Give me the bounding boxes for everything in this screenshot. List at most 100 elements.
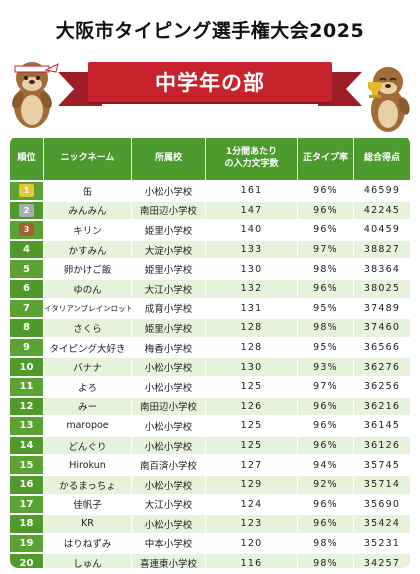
school-cell: 大淀小学校 — [132, 240, 206, 259]
nickname-cell: イタリアンブレインロット — [44, 299, 132, 318]
otter-mascot-icon — [12, 62, 59, 128]
accuracy-cell: 95% — [298, 299, 354, 318]
accuracy-cell: 96% — [298, 495, 354, 514]
rank-cell: 11 — [10, 377, 44, 396]
table-row: 1 缶小松小学校 161 96% 46599 — [10, 182, 410, 200]
accuracy-cell: 97% — [298, 240, 354, 259]
score-cell: 35745 — [354, 456, 410, 474]
score-cell: 35714 — [354, 475, 410, 494]
column-header-rank: 順位 — [10, 138, 44, 180]
cpm-cell: 124 — [206, 495, 298, 514]
accuracy-cell: 96% — [298, 436, 354, 455]
nickname-cell: バナナ — [44, 358, 132, 376]
table-row: 15 Hirokun 南百済小学校 127 94% 35745 — [10, 456, 410, 474]
table-row: 12 みー 南田辺小学校 126 96% 36216 — [10, 397, 410, 416]
accuracy-cell: 96% — [298, 417, 354, 435]
rank-cell: 19 — [10, 534, 44, 553]
table-row: 4 かすみん 大淀小学校 133 97% 38827 — [10, 240, 410, 259]
school-cell: 姫里小学校 — [132, 319, 206, 337]
table-row: 18 KR 小松小学校 123 96% 35424 — [10, 515, 410, 533]
school-cell: 小松小学校 — [132, 377, 206, 396]
score-cell: 35690 — [354, 495, 410, 514]
accuracy-cell: 96% — [298, 182, 354, 200]
nickname-cell: かすみん — [44, 240, 132, 259]
bronze-medal-icon: 3 — [19, 223, 34, 237]
rank-cell: 3 — [10, 221, 44, 239]
nickname-cell: みー — [44, 397, 132, 416]
rank-cell: 15 — [10, 456, 44, 474]
cpm-cell: 116 — [206, 554, 298, 568]
table-row: 11 よろ 小松小学校 125 97% 36256 — [10, 377, 410, 396]
gold-medal-icon: 1 — [19, 184, 34, 198]
cpm-cell: 147 — [206, 201, 298, 220]
column-header-score: 総合得点 — [354, 138, 410, 180]
cpm-cell: 129 — [206, 475, 298, 494]
score-cell: 37489 — [354, 299, 410, 318]
page-title: 大阪市タイピング選手権大会2025 — [55, 20, 365, 42]
rank-cell: 17 — [10, 495, 44, 514]
table-row: 16 かるまっちょ 小松小学校 129 92% 35714 — [10, 475, 410, 494]
rank-cell: 10 — [10, 358, 44, 376]
cpm-cell: 161 — [206, 182, 298, 200]
accuracy-cell: 93% — [298, 358, 354, 376]
rank-cell: 12 — [10, 397, 44, 416]
score-cell: 36145 — [354, 417, 410, 435]
table-row: 3 キリン 姫里小学校 140 96% 40459 — [10, 221, 410, 239]
cpm-cell: 128 — [206, 319, 298, 337]
score-cell: 36126 — [354, 436, 410, 455]
score-cell: 38827 — [354, 240, 410, 259]
table-row: 6 ゆのん 大江小学校 132 96% 38025 — [10, 279, 410, 298]
nickname-cell: KR — [44, 515, 132, 533]
table-row: 10 バナナ 小松小学校 130 93% 36276 — [10, 358, 410, 376]
table-row: 19 はりねずみ 中本小学校 120 98% 35231 — [10, 534, 410, 553]
table-row: 5 卵かけご飯 姫里小学校 130 98% 38364 — [10, 260, 410, 278]
cpm-cell: 127 — [206, 456, 298, 474]
nickname-cell: ゆのん — [44, 279, 132, 298]
score-cell: 38025 — [354, 279, 410, 298]
nickname-cell: maropoe — [44, 417, 132, 435]
table-row: 20 しゅん 喜連東小学校 116 98% 34257 — [10, 554, 410, 568]
cpm-cell: 125 — [206, 377, 298, 396]
cpm-cell: 125 — [206, 417, 298, 435]
school-cell: 喜連東小学校 — [132, 554, 206, 568]
column-header-cpm-text: 1分間あたりの入力文字数 — [224, 147, 279, 169]
accuracy-cell: 98% — [298, 534, 354, 553]
school-cell: 南田辺小学校 — [132, 201, 206, 220]
column-header-school: 所属校 — [132, 138, 206, 180]
accuracy-cell: 94% — [298, 456, 354, 474]
nickname-cell: しゅん — [44, 554, 132, 568]
score-cell: 36216 — [354, 397, 410, 416]
table-row: 7 イタリアンブレインロット 成育小学校 131 95% 37489 — [10, 299, 410, 318]
nickname-cell: Hirokun — [44, 456, 132, 474]
accuracy-cell: 96% — [298, 515, 354, 533]
school-cell: 中本小学校 — [132, 534, 206, 553]
nickname-cell: みんみん — [44, 201, 132, 220]
cpm-cell: 131 — [206, 299, 298, 318]
cpm-cell: 128 — [206, 338, 298, 357]
cpm-cell: 130 — [206, 260, 298, 278]
nickname-cell: タイピング大好き — [44, 338, 132, 357]
nickname-cell: さくら — [44, 319, 132, 337]
rank-cell: 13 — [10, 417, 44, 435]
cpm-cell: 130 — [206, 358, 298, 376]
rank-cell: 16 — [10, 475, 44, 494]
cpm-cell: 133 — [206, 240, 298, 259]
cpm-cell: 132 — [206, 279, 298, 298]
table-row: 14 どんぐり 小松小学校 125 96% 36126 — [10, 436, 410, 455]
rank-cell: 2 — [10, 201, 44, 220]
nickname-cell: よろ — [44, 377, 132, 396]
cpm-cell: 126 — [206, 397, 298, 416]
score-cell: 35424 — [354, 515, 410, 533]
nickname-cell: かるまっちょ — [44, 475, 132, 494]
school-cell: 小松小学校 — [132, 182, 206, 200]
table-row: 2 みんみん 南田辺小学校 147 96% 42245 — [10, 201, 410, 220]
school-cell: 南百済小学校 — [132, 456, 206, 474]
cpm-cell: 125 — [206, 436, 298, 455]
rank-cell: 9 — [10, 338, 44, 357]
score-cell: 42245 — [354, 201, 410, 220]
school-cell: 南田辺小学校 — [132, 397, 206, 416]
cpm-cell: 120 — [206, 534, 298, 553]
school-cell: 姫里小学校 — [132, 221, 206, 239]
table-row: 17 佳帆子 大江小学校 124 96% 35690 — [10, 495, 410, 514]
